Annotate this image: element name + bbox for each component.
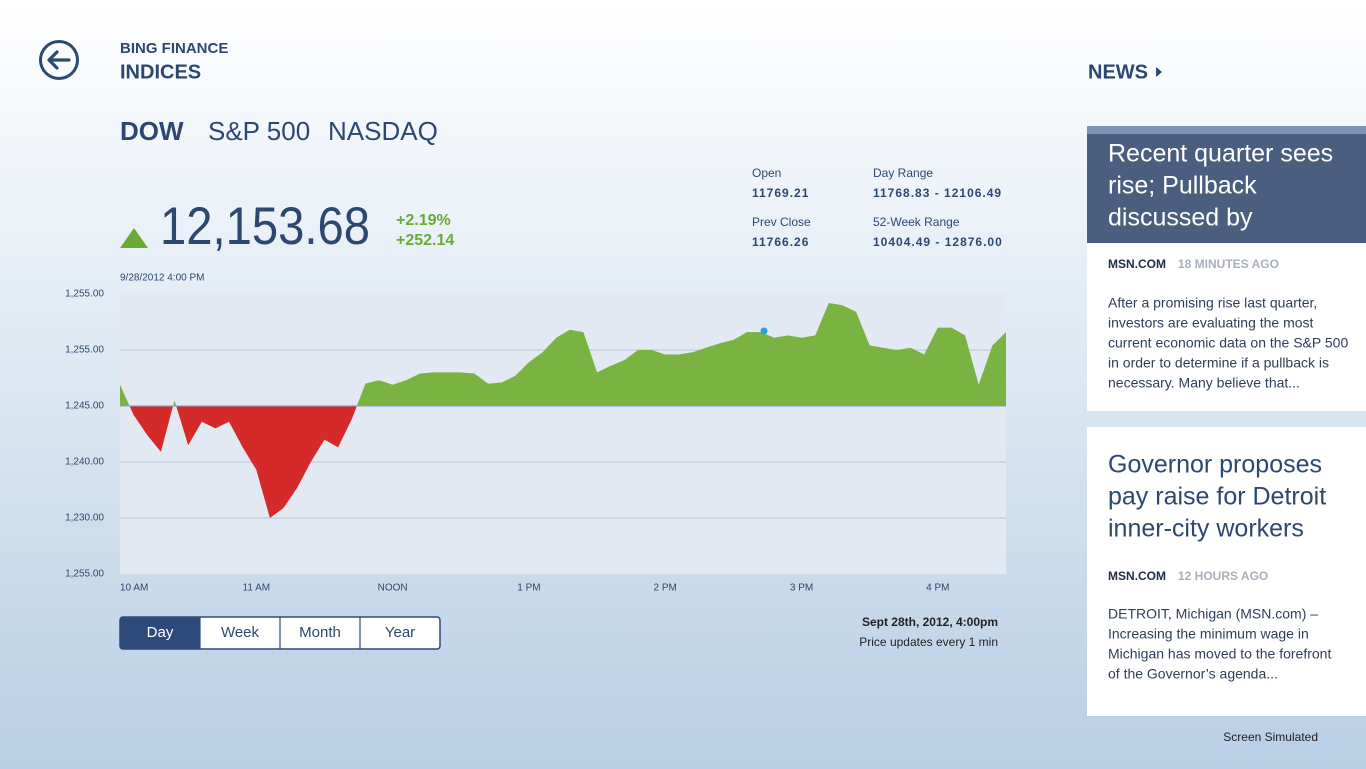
range-button[interactable]: Month bbox=[299, 624, 341, 641]
range-button[interactable]: Day bbox=[147, 624, 174, 641]
age: 12 HOURS AGO bbox=[1178, 569, 1268, 583]
tab-active[interactable]: DOW bbox=[120, 116, 184, 146]
stat-value: 10404.49 - 12876.00 bbox=[873, 235, 1003, 249]
summary: Increasing the minimum wage in bbox=[1108, 626, 1309, 642]
card-header bbox=[1087, 134, 1366, 243]
card-bar bbox=[1087, 126, 1366, 134]
source: MSN.COM bbox=[1108, 257, 1166, 271]
y-tick-label: 1,255.00 bbox=[65, 289, 104, 300]
tab[interactable]: NASDAQ bbox=[328, 116, 438, 146]
news-chevron bbox=[1156, 67, 1162, 77]
price: 12,153.68 bbox=[160, 197, 370, 256]
x-tick-label: 4 PM bbox=[926, 583, 949, 594]
stat-value: 11769.21 bbox=[752, 186, 809, 200]
y-tick-label: 1,255.00 bbox=[65, 345, 104, 356]
y-tick-label: 1,255.00 bbox=[65, 569, 104, 580]
summary: After a promising rise last quarter, bbox=[1108, 295, 1317, 311]
area-down bbox=[120, 406, 1006, 518]
change-pct: +2.19% bbox=[396, 212, 451, 229]
tab[interactable]: S&P 500 bbox=[208, 116, 310, 146]
x-tick-label: 10 AM bbox=[120, 583, 148, 594]
y-tick-label: 1,230.00 bbox=[65, 513, 104, 524]
chart: 1,255.00 1,255.00 1,245.00 1,240.00 1,230.00… bbox=[65, 289, 1006, 594]
x-tick-label: 1 PM bbox=[517, 583, 540, 594]
news-heading[interactable]: NEWS bbox=[1088, 61, 1148, 83]
summary: necessary. Many believe that... bbox=[1108, 375, 1300, 391]
area-up bbox=[120, 303, 1006, 406]
x-tick-label: 11 AM bbox=[243, 583, 271, 594]
stat-label: 52-Week Range bbox=[873, 215, 960, 229]
summary: in order to determine if a pullback is bbox=[1108, 355, 1329, 371]
range-button-active[interactable] bbox=[120, 617, 200, 649]
source: MSN.COM bbox=[1108, 569, 1166, 583]
range-button[interactable]: Year bbox=[385, 624, 415, 641]
footer-note: Screen Simulated bbox=[1223, 730, 1318, 744]
news-card[interactable]: Recent quarter sees rise; Pullback discu… bbox=[1087, 126, 1366, 411]
cursor-dot bbox=[760, 327, 768, 335]
back-circle bbox=[39, 40, 79, 80]
card-body bbox=[1087, 427, 1366, 716]
news-card[interactable]: Governor proposes pay raise for Detroit … bbox=[1087, 427, 1366, 716]
update-note: Price updates every 1 min bbox=[859, 635, 998, 649]
summary: of the Governor’s agenda... bbox=[1108, 666, 1278, 682]
headline: pay raise for Detroit bbox=[1108, 483, 1326, 511]
x-tick-label: 3 PM bbox=[790, 583, 813, 594]
app-name: BING FINANCE bbox=[120, 40, 228, 57]
stat-value: 11768.83 - 12106.49 bbox=[873, 186, 1002, 200]
up-indicator bbox=[120, 228, 148, 248]
age: 18 MINUTES AGO bbox=[1178, 257, 1279, 271]
updated-time: Sept 28th, 2012, 4:00pm bbox=[862, 615, 998, 629]
headline: Recent quarter sees bbox=[1108, 140, 1333, 168]
summary: Michigan has moved to the forefront bbox=[1108, 646, 1331, 662]
stat-label: Prev Close bbox=[752, 215, 811, 229]
headline: rise; Pullback bbox=[1108, 172, 1257, 200]
back-arrow bbox=[47, 50, 71, 70]
back-button[interactable] bbox=[39, 40, 79, 80]
summary: investors are evaluating the most bbox=[1108, 315, 1314, 331]
section-title: INDICES bbox=[120, 61, 201, 83]
stat-label: Open bbox=[752, 166, 781, 180]
x-tick-label: NOON bbox=[378, 583, 408, 594]
headline: discussed by bbox=[1108, 204, 1253, 232]
range-selector: Day Week Month Year bbox=[119, 616, 441, 650]
card-body bbox=[1087, 243, 1366, 411]
stat-label: Day Range bbox=[873, 166, 933, 180]
y-tick-label: 1,245.00 bbox=[65, 401, 104, 412]
stat-value: 11766.26 bbox=[752, 235, 809, 249]
headline: inner-city workers bbox=[1108, 515, 1304, 543]
y-tick-label: 1,240.00 bbox=[65, 457, 104, 468]
summary: current economic data on the S&P 500 bbox=[1108, 335, 1348, 351]
summary: DETROIT, Michigan (MSN.com) – bbox=[1108, 606, 1318, 622]
change: +252.14 bbox=[396, 232, 454, 249]
range-button[interactable]: Week bbox=[221, 624, 260, 641]
headline: Governor proposes bbox=[1108, 451, 1322, 479]
chart-timestamp: 9/28/2012 4:00 PM bbox=[120, 273, 205, 284]
x-tick-label: 2 PM bbox=[654, 583, 677, 594]
